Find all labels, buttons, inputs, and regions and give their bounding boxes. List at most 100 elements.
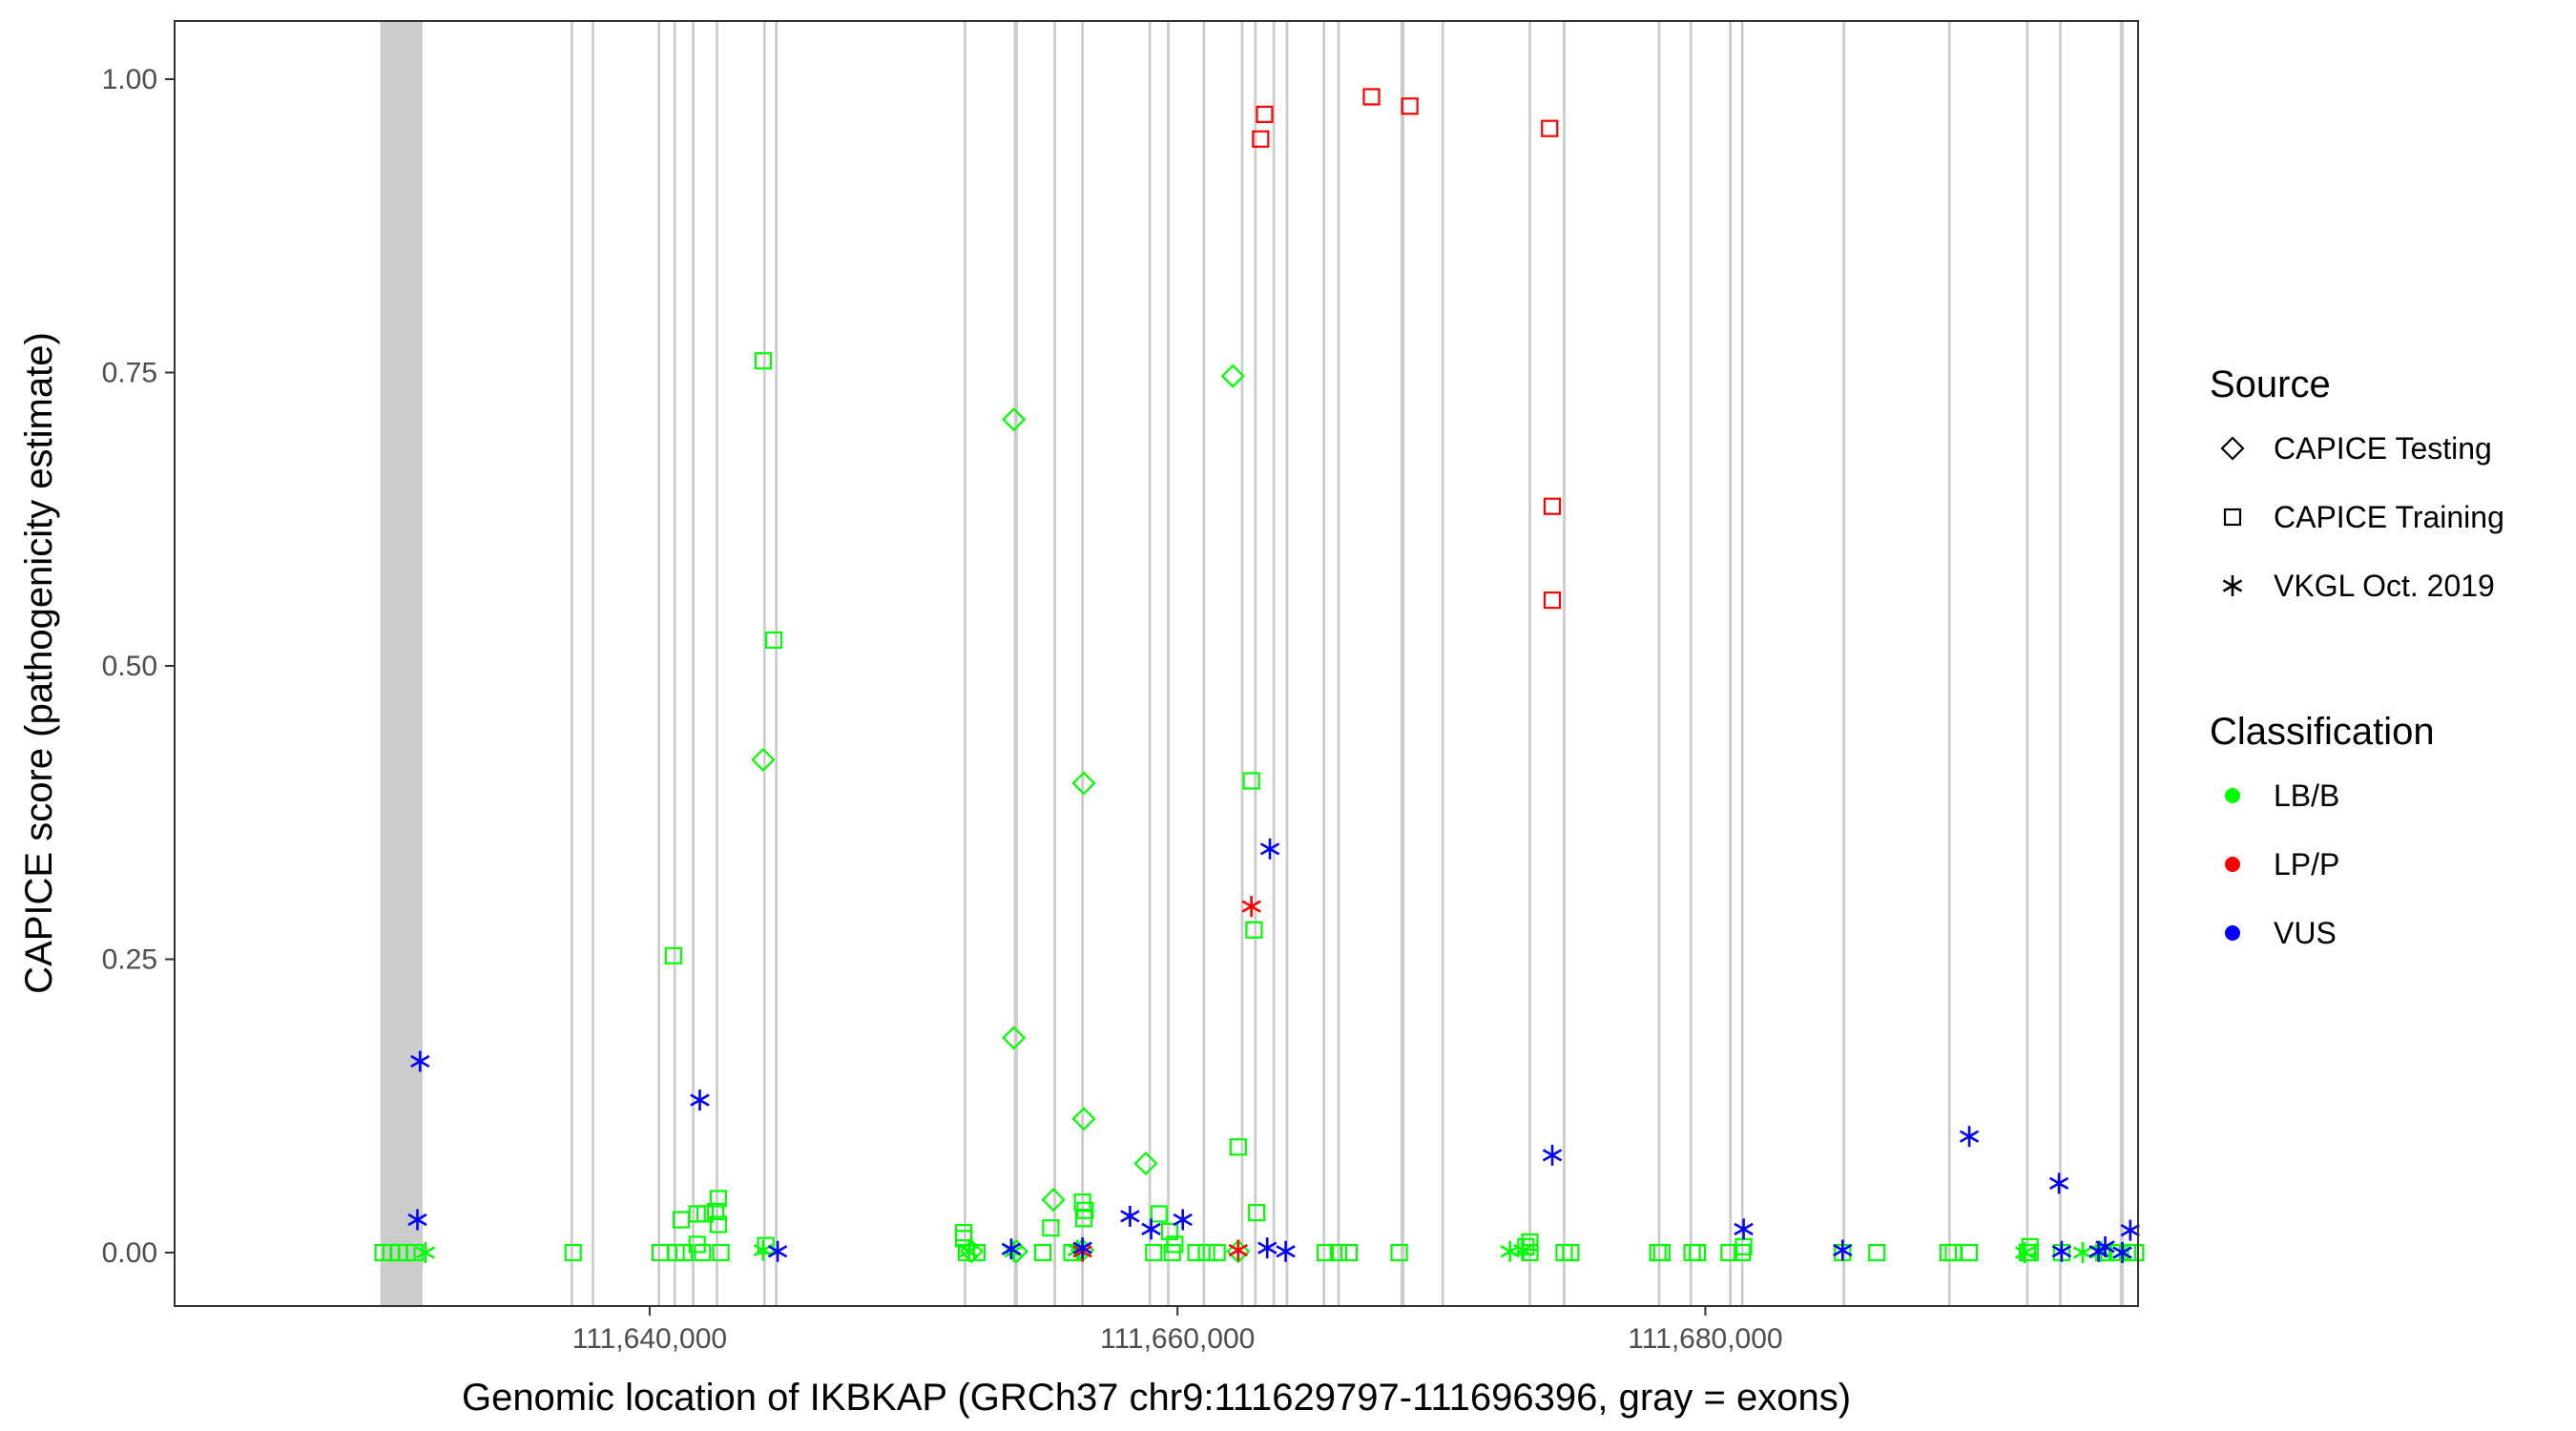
exon-band-21 [1322,21,1326,1306]
legend-color-dot [2225,857,2240,872]
data-point [1543,497,1562,515]
exon-band-19 [1272,21,1276,1306]
data-point [1034,1243,1052,1262]
data-point [709,1215,727,1234]
data-point [1228,1239,1248,1261]
data-point [1734,1218,1754,1240]
data-point [675,1243,693,1262]
data-point [564,1243,582,1262]
data-point [2014,1242,2035,1263]
data-point [1868,1243,1886,1262]
y-tick-label: 1.00 [102,64,157,95]
legend-source-label: CAPICE Training [2274,500,2504,534]
data-point [955,1230,973,1248]
data-point [696,1205,715,1223]
data-point [1276,1240,1296,1262]
data-point [1513,1239,1533,1261]
data-point [1071,1107,1096,1131]
data-point [1652,1243,1671,1262]
data-point [690,1089,710,1111]
exon-band-23 [1400,21,1405,1306]
data-point [1960,1243,1979,1262]
exon-band-13 [1081,21,1084,1306]
exon-band-16 [1202,21,1206,1306]
legend-class-label: VUS [2274,916,2337,950]
data-point [1362,88,1381,106]
legend-marker-diamond [2220,436,2245,461]
data-point [1133,1151,1158,1176]
data-point [1041,1188,1066,1213]
data-point [2048,1172,2069,1194]
exon-band-17 [1240,21,1244,1306]
legend-marker-asterisk [2222,575,2243,596]
data-point [1390,1243,1408,1262]
data-point [410,1050,430,1072]
data-point [1543,591,1562,610]
x-tick-label: 111,640,000 [572,1323,727,1355]
data-point [1562,1243,1580,1262]
data-point [1220,363,1245,388]
data-point [1042,1219,1060,1237]
legend-source-label: CAPICE Testing [2274,431,2492,466]
legend-classification-title: Classification [2210,711,2435,753]
data-point [1072,1237,1092,1259]
data-point [764,631,783,650]
data-point [1316,1243,1335,1262]
exon-band-12 [1053,21,1056,1306]
exon-band-18 [1254,21,1257,1306]
data-point [1197,1243,1215,1262]
y-tick-label: 0.50 [102,651,157,682]
data-point [1229,1138,1247,1156]
exon-band-26 [1563,21,1566,1306]
data-point [1245,921,1263,939]
plot-panel-border [174,20,2139,1307]
data-point [754,352,772,370]
data-point [1248,1204,1266,1222]
data-point [1120,1205,1140,1227]
data-point [1160,1222,1178,1240]
exon-band-6 [692,21,695,1306]
exon-band-10 [964,21,966,1306]
data-point [1401,97,1419,115]
data-point [709,1190,727,1208]
data-point [664,946,682,964]
legend-marker-square [2223,508,2242,527]
data-point [1242,772,1260,790]
data-point [1340,1243,1359,1262]
exon-band-11 [1013,21,1018,1306]
data-point [1002,1026,1027,1050]
data-point [1541,119,1559,137]
data-point [959,1240,979,1262]
data-point [1002,407,1027,432]
exon-band-1 [380,21,424,1306]
data-point [405,1243,424,1262]
exon-band-2 [570,21,573,1306]
data-point [1141,1218,1161,1240]
exon-band-29 [1729,21,1733,1306]
legend-source-label: VKGL Oct. 2019 [2274,569,2495,603]
x-axis-title: Genomic location of IKBKAP (GRCh37 chr9:… [462,1377,1851,1419]
y-axis-title: CAPICE score (pathogenicity estimate) [18,332,60,994]
exon-band-28 [1689,21,1693,1306]
y-axis: 0.00 0.25 0.50 0.75 1.00 [102,64,175,1269]
data-point [1145,1243,1163,1262]
data-point [1071,771,1096,796]
data-point [1208,1243,1226,1262]
legend-source-items: CAPICE Testing CAPICE Training VKGL Oct. 2… [2220,431,2504,603]
data-point [415,1242,435,1263]
data-point [1542,1144,1563,1166]
data-point [1720,1243,1738,1262]
y-tick-label: 0.75 [102,358,157,389]
data-point [1259,838,1280,860]
data-point [1959,1126,1980,1148]
exon-band-34 [2059,21,2062,1306]
data-point [957,1243,975,1262]
data-point [2088,1240,2109,1262]
data-point [1226,1239,1251,1264]
x-tick-label: 111,660,000 [1100,1323,1255,1355]
exon-band-3 [592,21,594,1306]
data-point [694,1243,712,1262]
legend-classification-items: LB/B LP/P VUS [2225,778,2339,950]
data-point [2127,1243,2145,1262]
